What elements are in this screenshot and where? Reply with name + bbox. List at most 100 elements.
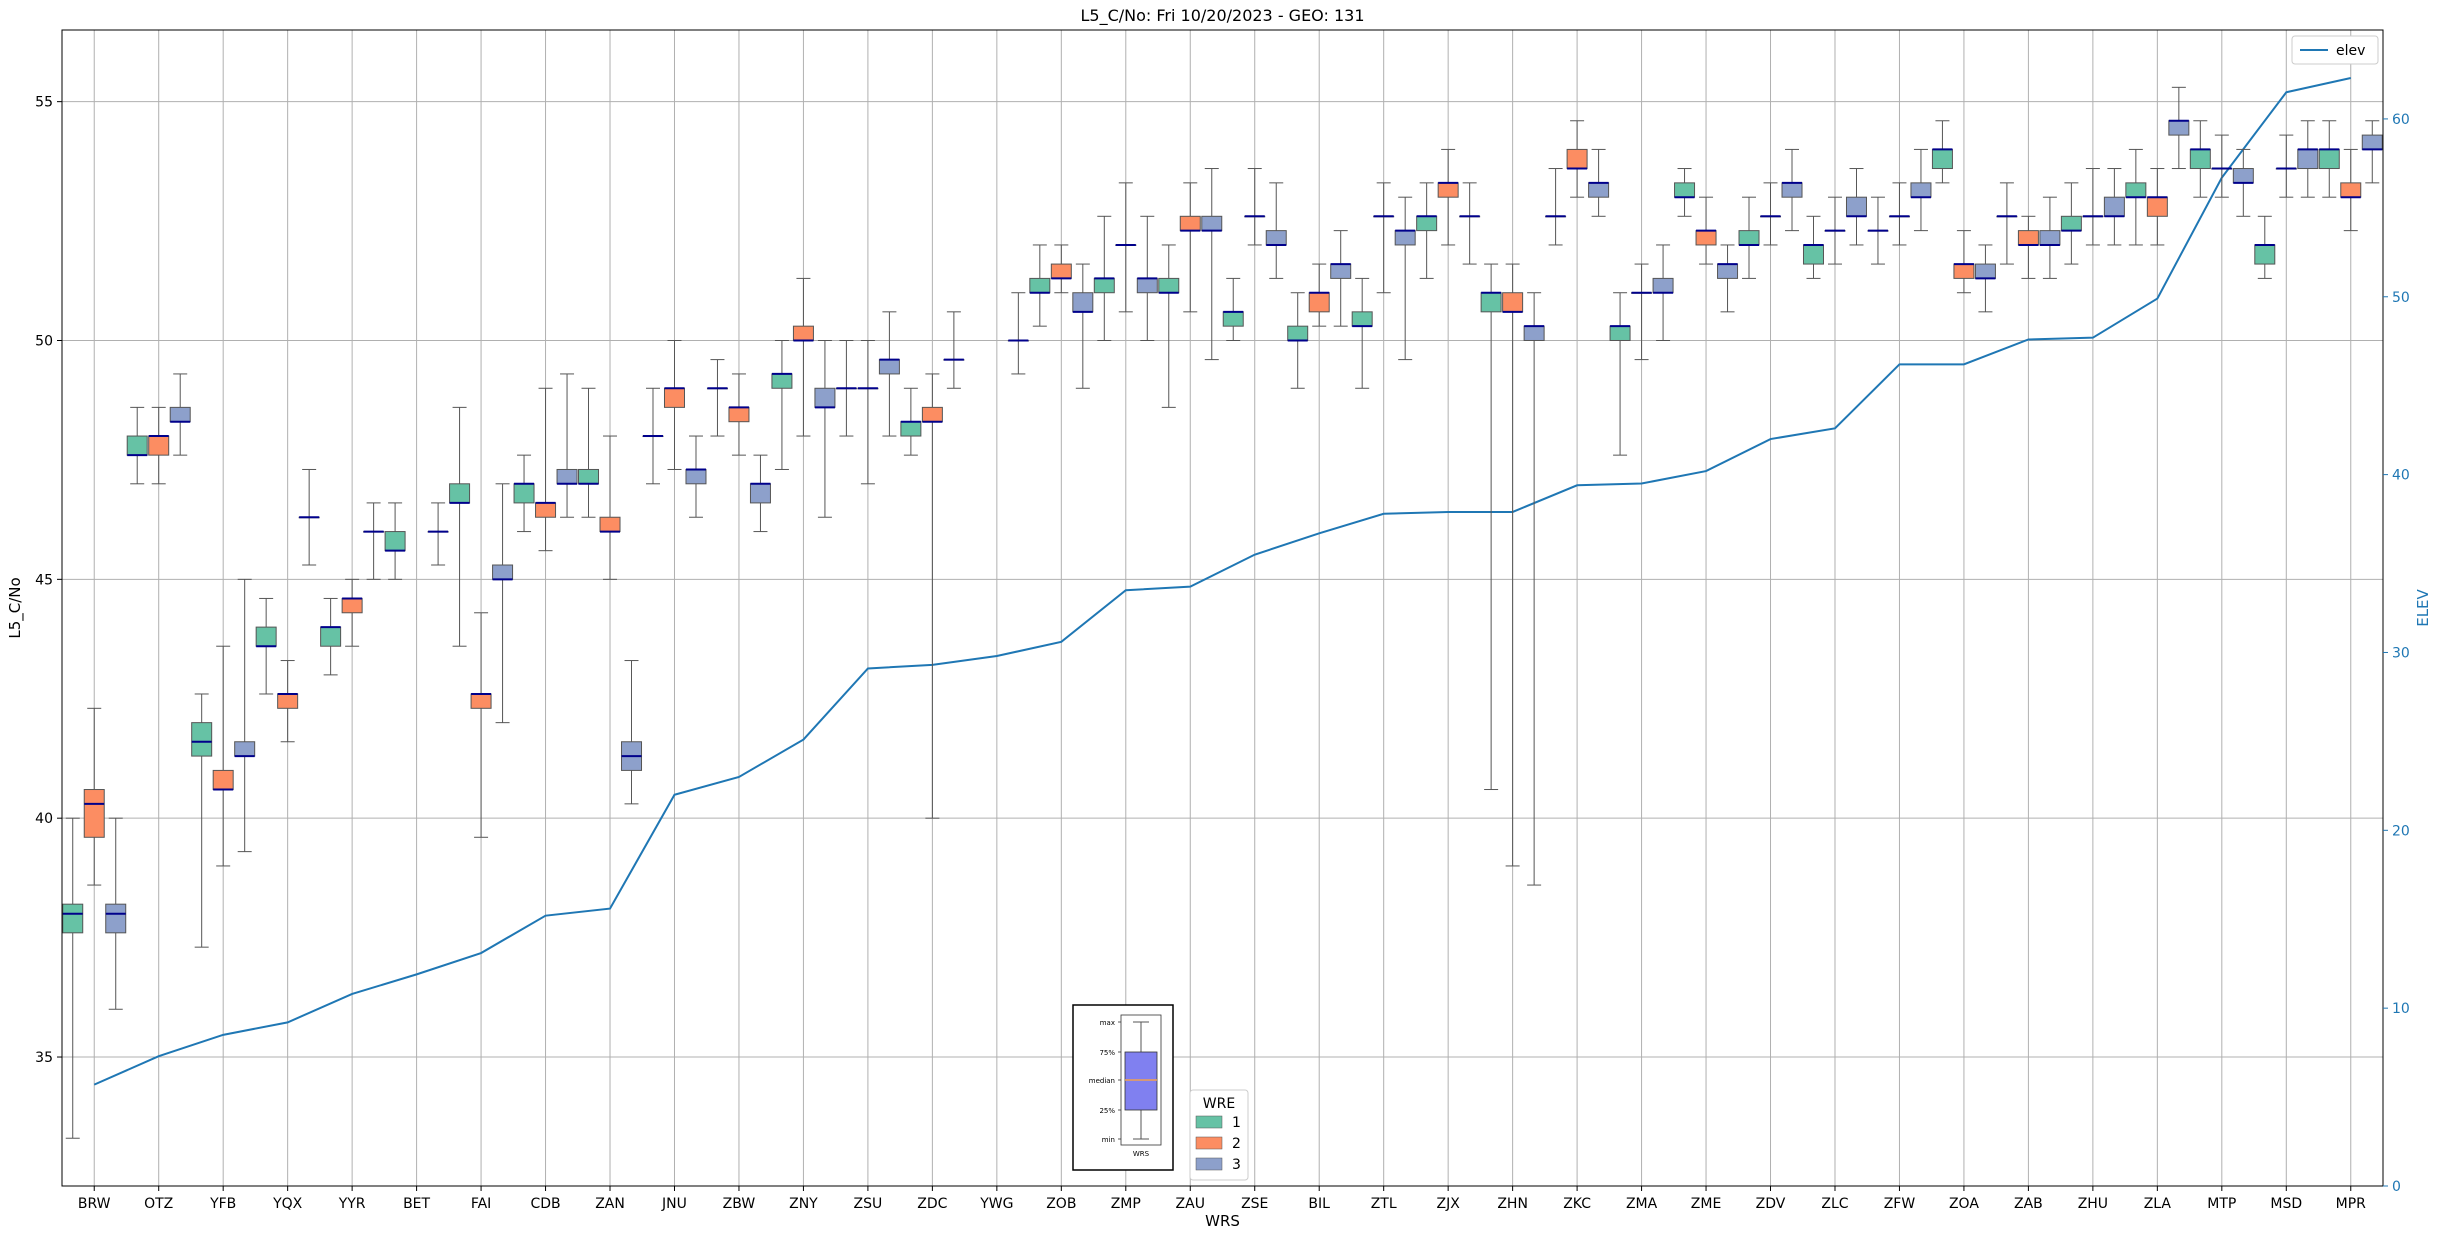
x-tick-label: MSD [2270, 1196, 2302, 1212]
iqr-box [1158, 277, 1180, 294]
box-zny-wre3 [814, 339, 836, 518]
x-tick-label: ZOA [1949, 1196, 1979, 1212]
box-bil-wre2 [1308, 263, 1330, 327]
box-zau-wre2 [1179, 182, 1201, 313]
iqr-box [1910, 182, 1932, 198]
box-zkc-wre3 [1588, 148, 1610, 217]
iqr-box [234, 741, 256, 757]
box-zse-wre2 [1244, 168, 1266, 246]
box-zab-wre2 [2017, 215, 2039, 279]
inset-label: min [1102, 1136, 1115, 1144]
box-mpr-wre2 [2340, 148, 2362, 232]
inset-label: max [1100, 1019, 1115, 1027]
x-tick-label: ZDV [1756, 1196, 1786, 1212]
box-zjx-wre1 [1416, 182, 1438, 279]
box-ztl-wre3 [1394, 196, 1416, 361]
box-cdb-wre3 [556, 373, 578, 518]
box-zsu-wre3 [878, 311, 900, 437]
box-zny-wre2 [792, 277, 814, 437]
box-bet-wre3 [427, 502, 449, 566]
x-tick-label: ZAB [2014, 1196, 2043, 1212]
box-yfb-wre3 [234, 578, 256, 853]
iqr-box [1287, 325, 1309, 341]
box-ztl-wre1 [1351, 277, 1373, 389]
x-tick-label: YFB [209, 1196, 236, 1212]
iqr-box [1674, 182, 1696, 198]
wre-legend-label: 3 [1232, 1157, 1241, 1173]
wre-legend-title: WRE [1203, 1096, 1235, 1112]
box-ztl-wre2 [1373, 182, 1395, 294]
x-tick-label: ZME [1691, 1196, 1722, 1212]
x-tick-label: ZKC [1563, 1196, 1591, 1212]
box-zkc-wre2 [1566, 120, 1588, 198]
iqr-box [749, 483, 771, 504]
box-mtp-wre1 [2189, 120, 2211, 198]
iqr-box [449, 483, 471, 504]
box-fai-wre1 [449, 406, 471, 647]
x-tick-label: ZHN [1497, 1196, 1528, 1212]
x-tick-label: ZHU [2078, 1196, 2108, 1212]
x-tick-label: ZFW [1884, 1196, 1916, 1212]
iqr-box [2232, 168, 2254, 184]
elev-legend-frame [2291, 35, 2379, 65]
box-zoa-wre3 [1974, 244, 1996, 313]
x-tick-label: ZMA [1626, 1196, 1658, 1212]
x-tick-label: ZLA [2144, 1196, 2172, 1212]
elevation-line-layer [93, 77, 2351, 1086]
elev-legend-label: elev [2336, 43, 2365, 59]
box-zma-wre1 [1609, 292, 1631, 456]
iqr-box [1201, 215, 1223, 232]
iqr-box [2103, 196, 2125, 217]
box-zdc-wre3 [943, 311, 965, 389]
iqr-box [1695, 230, 1717, 246]
wre-legend-swatch [1195, 1157, 1223, 1171]
box-jnu-wre1 [642, 387, 664, 485]
wre-legend-swatch [1195, 1136, 1223, 1150]
box-zla-wre3 [2168, 86, 2190, 170]
iqr-box [1351, 311, 1373, 327]
iqr-box [1330, 263, 1352, 279]
iqr-box [2297, 148, 2319, 170]
box-cdb-wre1 [513, 454, 535, 533]
box-bil-wre3 [1330, 230, 1352, 327]
iqr-box [2361, 134, 2383, 150]
box-brw-wre3 [105, 817, 127, 1010]
wre-legend: WRE 1 2 3 [1189, 1089, 1249, 1181]
box-zob-wre2 [1050, 244, 1072, 294]
inset-label: 25% [1099, 1107, 1115, 1115]
box-zdc-wre1 [900, 387, 922, 456]
iqr-box [126, 435, 148, 456]
x-tick-label: ZAN [595, 1196, 625, 1212]
x-tick-label: YYR [338, 1196, 366, 1212]
wre-legend-label: 2 [1232, 1136, 1241, 1152]
y2-tick-label: 40 [2392, 468, 2410, 484]
iqr-box [1179, 215, 1201, 232]
x-tick-label: CDB [530, 1196, 560, 1212]
y2-tick-label: 10 [2392, 1001, 2410, 1017]
iqr-box [470, 693, 492, 709]
box-yyr-wre3 [363, 502, 385, 580]
box-fai-wre3 [492, 483, 514, 724]
box-zdv-wre3 [1781, 148, 1803, 232]
iqr-box [320, 626, 342, 647]
x-tick-label: ZTL [1371, 1196, 1397, 1212]
box-zla-wre2 [2146, 168, 2168, 246]
y-axis-label: L5_C/No [6, 577, 25, 638]
box-zob-wre3 [1072, 263, 1094, 389]
box-msd-wre1 [2254, 215, 2276, 279]
box-zhn-wre1 [1480, 263, 1502, 791]
x-tick-label: ZMP [1111, 1196, 1141, 1212]
box-jnu-wre3 [685, 435, 707, 518]
box-zme-wre3 [1717, 244, 1739, 313]
iqr-box [1652, 277, 1674, 294]
box-zmp-wre1 [1093, 215, 1115, 341]
iqr-box [1050, 263, 1072, 279]
x-tick-label: ZSU [854, 1196, 883, 1212]
iqr-box [2254, 244, 2276, 265]
box-zlc-wre3 [1845, 168, 1867, 246]
box-cdb-wre2 [535, 387, 557, 552]
box-zan-wre1 [578, 387, 600, 518]
iqr-box [277, 693, 299, 709]
